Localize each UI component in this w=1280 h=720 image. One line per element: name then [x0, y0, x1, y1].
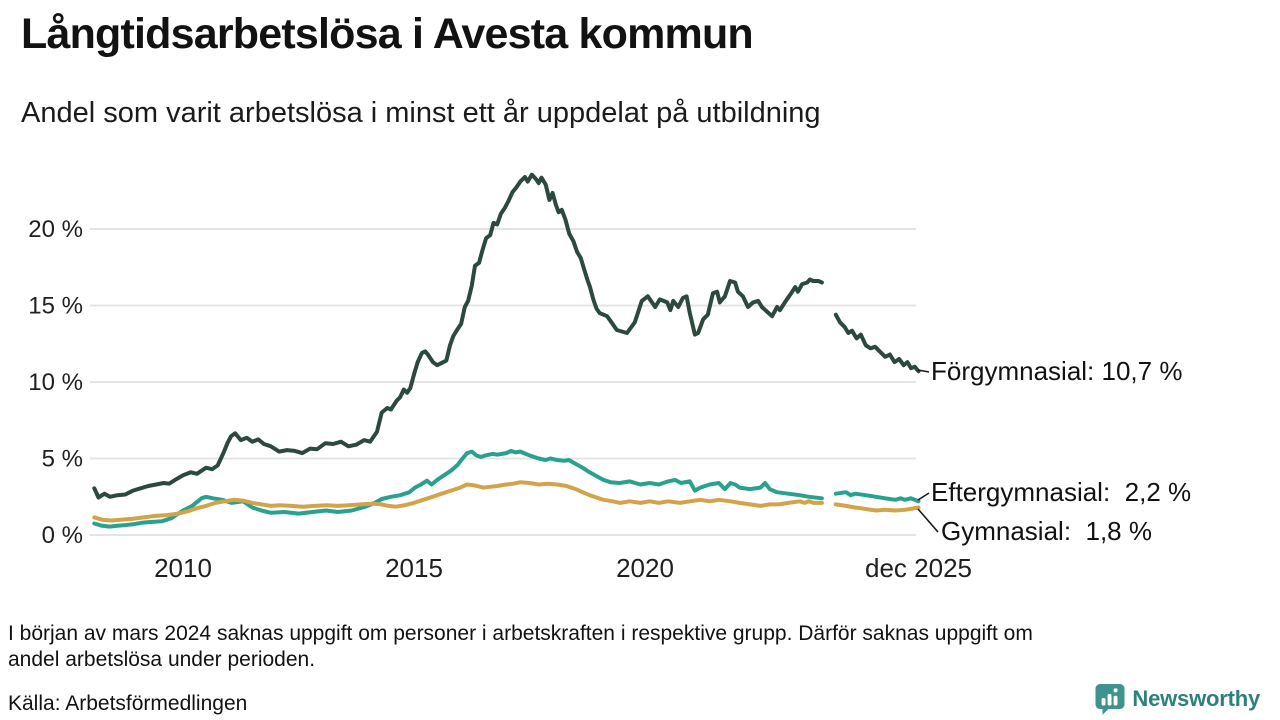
series-line-gymnasial: [833, 502, 921, 513]
label-connector-gymnasial: [917, 508, 939, 533]
x-tick-label: 2010: [154, 553, 212, 583]
line-chart-canvas: 0 % 5 % 10 % 15 % 20 % 2010 2015 2020 dec 2025 Fö…: [28, 172, 1191, 583]
series-end-label-eftergymnasial: Eftergymnasial: 2,2 %: [931, 477, 1191, 507]
page-title: Långtidsarbetslösa i Avesta kommun: [21, 10, 754, 58]
newsworthy-logo-icon: [1095, 684, 1125, 715]
series-line-gymnasial: [92, 480, 824, 523]
x-tick-label: 2015: [385, 553, 443, 583]
x-tick-label: dec 2025: [865, 553, 972, 583]
source-label: Källa: Arbetsförmedlingen: [8, 692, 248, 715]
series-line-eftergymnasial: [833, 490, 921, 504]
series-line-forgymnasial: [92, 172, 824, 500]
logo-bars-icon: [1102, 688, 1118, 706]
footnote-line-2: andel arbetslösa under perioden.: [8, 648, 316, 671]
y-tick-label: 10 %: [28, 369, 83, 396]
x-tick-label: 2020: [616, 553, 674, 583]
newsworthy-wordmark: Newsworthy: [1132, 686, 1260, 711]
newsworthy-brand: Newsworthy: [1095, 683, 1260, 715]
series-line-forgymnasial: [833, 312, 921, 374]
y-tick-label: 15 %: [28, 293, 83, 320]
footnote: I början av mars 2024 saknas uppgift om …: [8, 621, 1033, 673]
label-connector-forgymnasial: [917, 369, 930, 373]
y-tick-label: 5 %: [42, 446, 83, 473]
y-tick-label: 20 %: [28, 216, 83, 243]
footnote-line-1: I början av mars 2024 saknas uppgift om …: [8, 622, 1033, 645]
label-connector-eftergymnasial: [917, 492, 930, 501]
y-tick-label: 0 %: [42, 522, 83, 549]
series-end-label-forgymnasial: Förgymnasial: 10,7 %: [931, 356, 1182, 386]
series-end-label-gymnasial: Gymnasial: 1,8 %: [941, 516, 1152, 546]
page-subtitle: Andel som varit arbetslösa i minst ett å…: [21, 97, 821, 129]
